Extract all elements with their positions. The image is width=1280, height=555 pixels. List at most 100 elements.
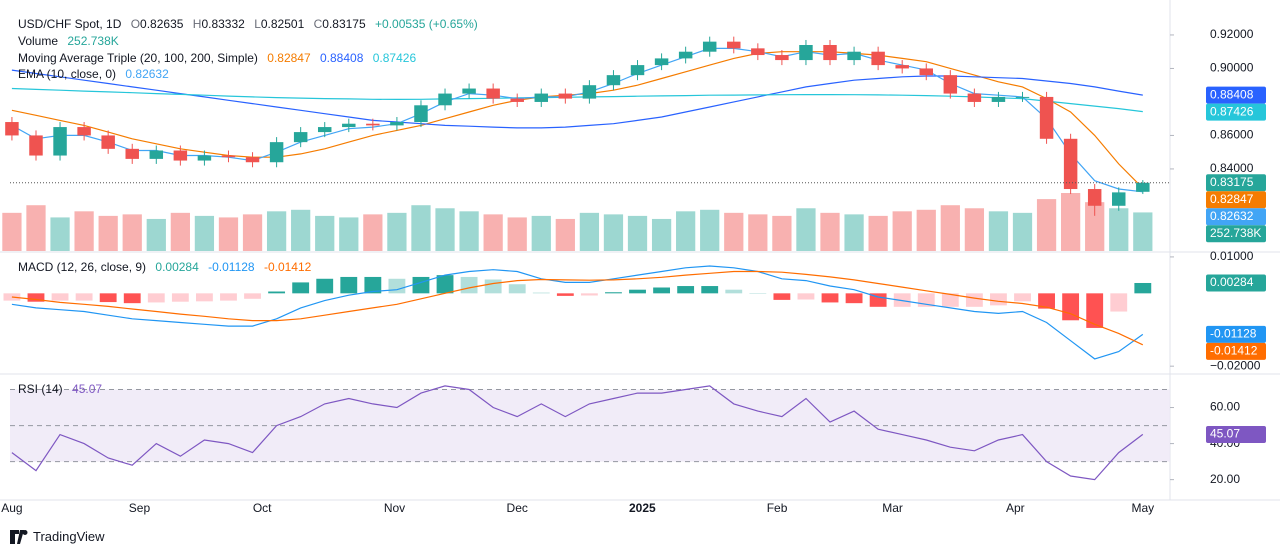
volume-bar: [2, 212, 22, 251]
candle-body: [654, 58, 669, 66]
price-box-label: 0.82847: [1210, 192, 1254, 206]
candle-body: [751, 48, 765, 56]
volume-bar: [26, 205, 46, 251]
candle-body: [895, 65, 909, 69]
candle-body: [919, 68, 933, 76]
y-tick-label: 0.86000: [1210, 128, 1254, 142]
candle-body: [510, 98, 524, 102]
histogram-bar: [965, 293, 983, 307]
candle-body: [799, 45, 813, 61]
histogram-bar: [436, 275, 454, 294]
histogram-bar: [244, 293, 261, 299]
volume-bar: [194, 215, 215, 251]
candle-body: [149, 150, 164, 159]
histogram-bar: [1134, 282, 1152, 294]
volume-bar: [363, 214, 383, 251]
x-tick-label: Aug: [1, 501, 22, 515]
price-box: [1206, 425, 1266, 443]
volume-bar: [1109, 208, 1129, 251]
histogram-bar: [605, 292, 622, 294]
price-box: [1206, 174, 1266, 192]
candle-body: [871, 51, 885, 66]
y-tick-label: 0.92000: [1210, 27, 1254, 41]
volume-bar: [724, 212, 744, 251]
price-box-label: 252.738K: [1210, 226, 1261, 240]
volume-bar: [1061, 193, 1081, 251]
volume-bar: [603, 214, 624, 251]
ohlc-label: O: [130, 17, 141, 31]
volume-bar: [339, 217, 359, 251]
histogram-bar: [773, 293, 791, 300]
volume-bar: [651, 218, 672, 251]
legend-value: 252.738K: [67, 34, 119, 48]
volume-bar: [507, 217, 527, 251]
legend-name: EMA (10, close, 0): [18, 67, 117, 81]
volume-bar: [1085, 202, 1105, 251]
histogram-bar: [171, 293, 189, 302]
histogram-bar: [75, 293, 93, 301]
volume-bar: [892, 211, 912, 251]
candle-body: [606, 75, 621, 86]
candle-body: [125, 148, 139, 159]
candle-body: [991, 96, 1006, 102]
candle-body: [847, 51, 861, 61]
histogram-bar: [821, 293, 839, 303]
candle-body: [823, 45, 837, 61]
volume-bar: [940, 205, 960, 251]
candle-body: [77, 127, 91, 136]
logo: [10, 529, 28, 544]
histogram-bar: [51, 293, 69, 301]
price-box-label: 0.00284: [1210, 275, 1254, 289]
ma-line: [11, 51, 1144, 189]
ohlc-label: H: [192, 17, 202, 31]
x-tick-label: Mar: [882, 501, 903, 515]
histogram-bar: [1014, 293, 1031, 302]
price-box: [1206, 325, 1266, 343]
ema-line: [11, 47, 1143, 193]
price-box-label: -0.01128: [1210, 327, 1257, 341]
legend-value: 0.88408: [320, 51, 364, 65]
volume-bar: [74, 211, 94, 251]
change: +0.00535 (+0.65%): [375, 17, 478, 31]
candle-body: [1063, 138, 1078, 190]
macd-legend: MACD (12, 26, close, 9) 0.00284 -0.01128…: [18, 259, 317, 275]
histogram-bar: [1086, 293, 1104, 328]
ohlc-value: 0.83175: [322, 17, 366, 31]
candle-body: [967, 93, 982, 102]
volume-bar: [170, 212, 190, 251]
histogram-bar: [292, 282, 310, 294]
legend-name: MACD (12, 26, close, 9): [18, 260, 147, 274]
ma-legend: Moving Average Triple (20, 100, 200, Sim…: [18, 50, 422, 66]
legend-value: 0.00284: [155, 260, 199, 274]
histogram-bar: [532, 292, 550, 294]
histogram-bar: [580, 293, 598, 296]
candle-body: [438, 93, 452, 106]
price-box: [1206, 274, 1266, 292]
histogram-bar: [701, 286, 719, 294]
x-tick-label: Nov: [384, 501, 405, 515]
histogram-bar: [268, 291, 286, 294]
price-box: [1206, 86, 1266, 104]
histogram-bar: [556, 293, 574, 296]
x-tick-label: Feb: [767, 501, 788, 515]
histogram-bar: [195, 293, 213, 302]
volume-bar: [796, 208, 816, 251]
volume-bar: [98, 215, 118, 251]
volume-bar: [459, 211, 479, 251]
histogram-bar: [364, 276, 382, 294]
price-box-label: 0.82632: [1210, 209, 1254, 223]
volume-bar: [676, 211, 696, 251]
volume-bar: [122, 214, 142, 251]
candle-body: [678, 51, 693, 59]
volume-bar: [435, 208, 455, 251]
ema-legend: EMA (10, close, 0) 0.82632: [18, 66, 175, 82]
candle-body: [29, 135, 43, 156]
histogram-bar: [460, 276, 478, 294]
candle-body: [486, 88, 500, 99]
volume-bar: [242, 214, 263, 251]
volume-bar: [844, 214, 864, 251]
candle-body: [342, 123, 356, 128]
candle-body: [390, 122, 404, 126]
legend-name: Volume: [18, 34, 59, 48]
